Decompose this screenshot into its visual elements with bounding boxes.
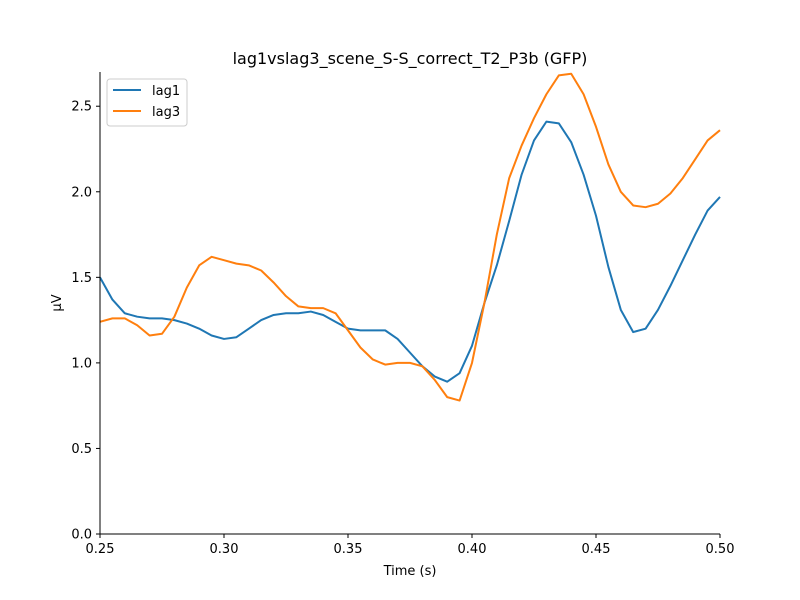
series-line-lag1 bbox=[99, 120, 721, 383]
x-tick-label: 0.30 bbox=[210, 542, 239, 557]
legend: lag1 lag3 bbox=[106, 78, 188, 127]
y-tick-label: 0.5 bbox=[71, 442, 92, 457]
x-axis-ticks: 0.25 0.30 0.35 0.40 0.45 0.50 bbox=[86, 534, 735, 557]
series-line-lag3 bbox=[99, 72, 721, 402]
legend-label-lag3: lag3 bbox=[152, 105, 180, 120]
chart-title: lag1vslag3_scene_S-S_correct_T2_P3b (GFP… bbox=[233, 49, 588, 69]
x-tick-label: 0.40 bbox=[458, 542, 487, 557]
x-tick-label: 0.35 bbox=[334, 542, 363, 557]
x-tick-label: 0.50 bbox=[706, 542, 735, 557]
y-axis-label: µV bbox=[50, 294, 65, 311]
y-tick-label: 2.0 bbox=[71, 185, 92, 200]
x-axis-label: Time (s) bbox=[383, 564, 437, 579]
plot-area bbox=[99, 72, 721, 402]
y-tick-label: 1.5 bbox=[71, 271, 92, 286]
legend-label-lag1: lag1 bbox=[152, 84, 180, 99]
x-tick-label: 0.25 bbox=[86, 542, 115, 557]
y-tick-label: 2.5 bbox=[71, 100, 92, 115]
x-tick-label: 0.45 bbox=[582, 542, 611, 557]
y-tick-label: 0.0 bbox=[71, 528, 92, 543]
y-tick-label: 1.0 bbox=[71, 356, 92, 371]
y-axis-ticks: 0.0 0.5 1.0 1.5 2.0 2.5 bbox=[71, 100, 100, 543]
